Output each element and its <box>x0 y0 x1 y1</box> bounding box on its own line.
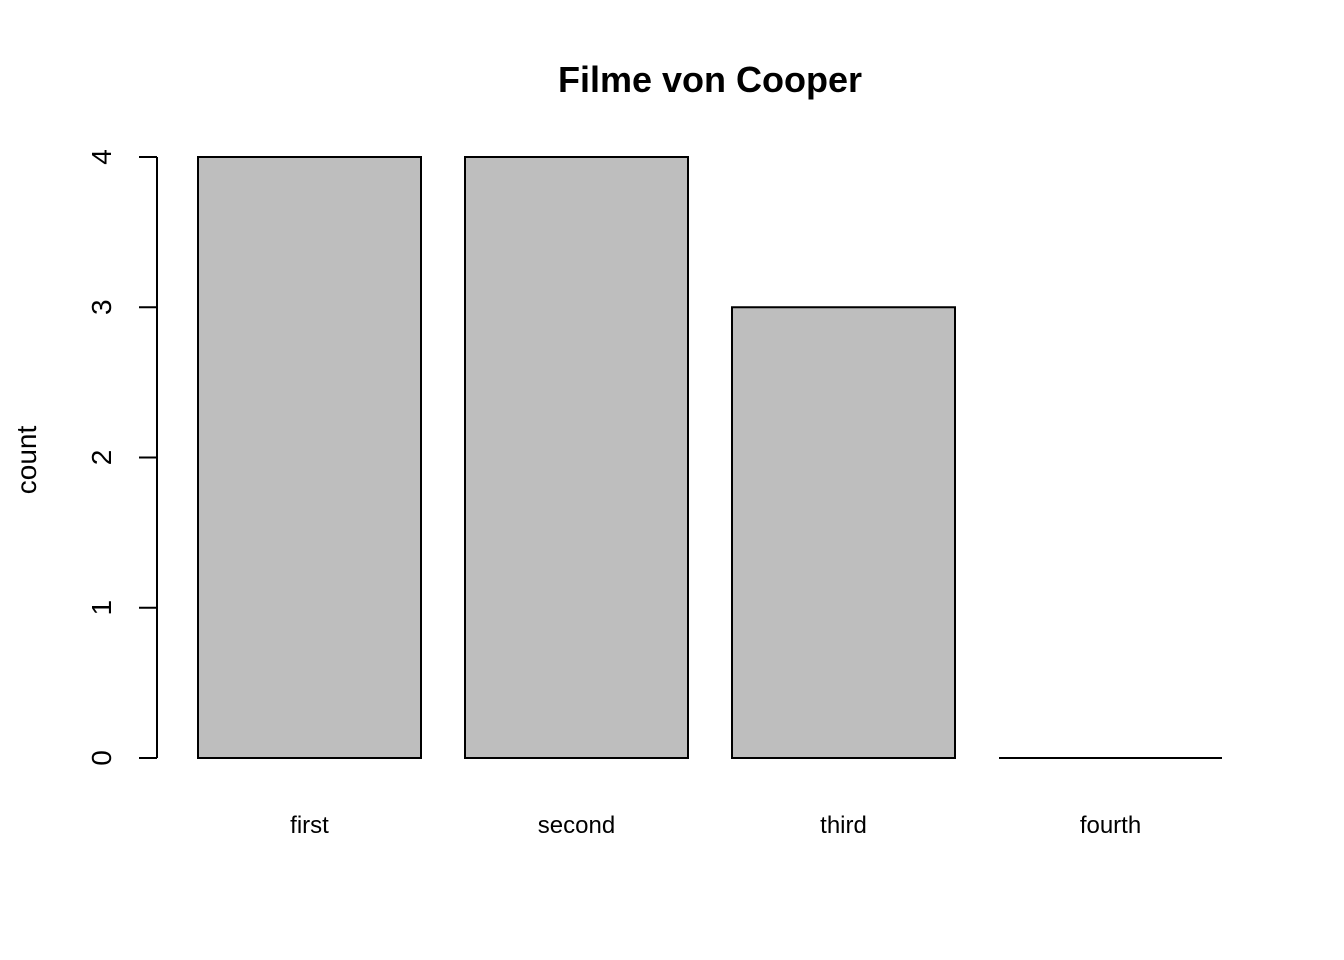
y-tick-label: 4 <box>86 149 117 165</box>
x-tick-label: third <box>820 812 867 839</box>
y-tick-label: 2 <box>86 450 117 466</box>
x-tick-label: second <box>538 812 615 839</box>
y-axis: 0 1 2 3 4 <box>86 149 158 766</box>
chart-title: Filme von Cooper <box>558 59 862 100</box>
bars-group <box>197 156 1222 759</box>
x-axis-labels: first second third fourth <box>290 812 1141 839</box>
y-tick-label: 1 <box>86 600 117 616</box>
y-tick-label: 3 <box>86 299 117 315</box>
bar-second <box>464 156 689 759</box>
y-tick-label: 0 <box>86 750 117 766</box>
x-tick-label: first <box>290 812 329 839</box>
bar-first <box>197 156 422 759</box>
x-tick-label: fourth <box>1080 812 1141 839</box>
bar-third <box>731 306 956 759</box>
y-axis-label: count <box>11 426 42 495</box>
